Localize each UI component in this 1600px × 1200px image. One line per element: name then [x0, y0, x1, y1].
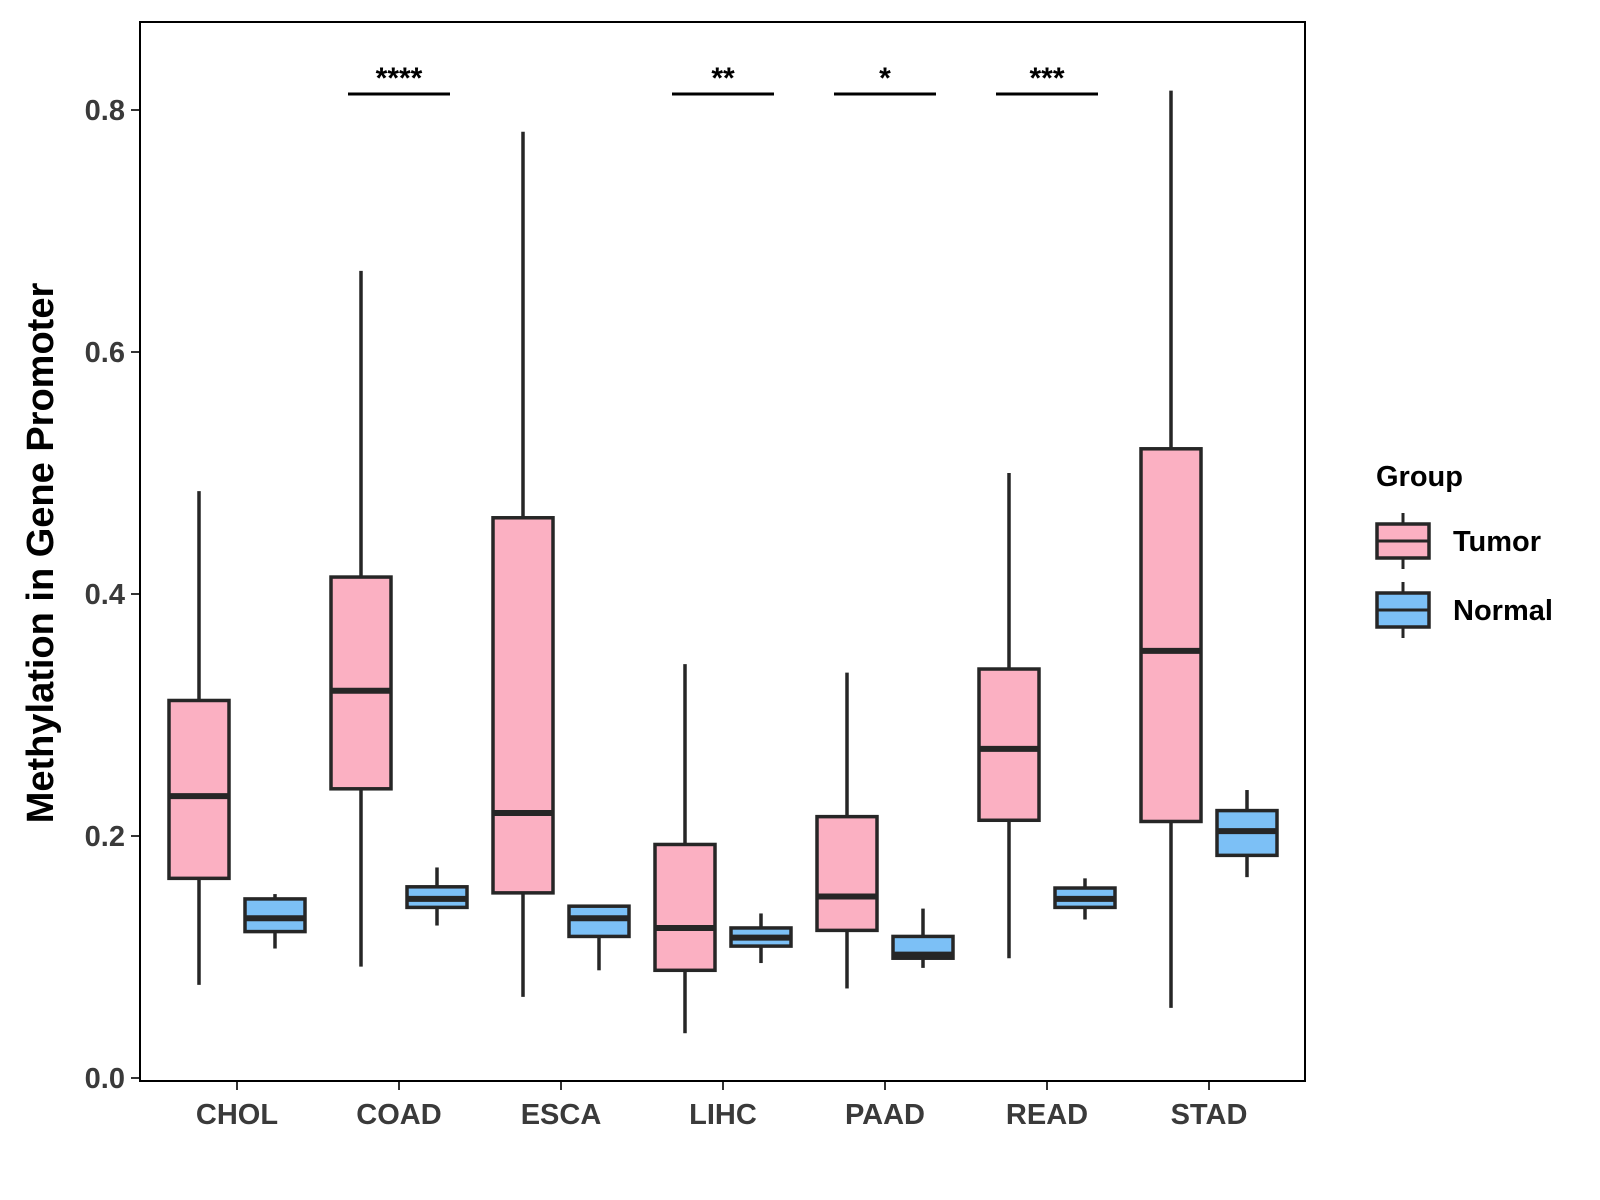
y-tick-label: 0.0 — [85, 1063, 125, 1095]
y-axis-title: Methylation in Gene Promoter — [20, 283, 62, 824]
x-tick-label: COAD — [356, 1099, 441, 1131]
significance-label-read: *** — [1029, 62, 1064, 95]
legend-label-tumor: Tumor — [1453, 526, 1541, 558]
legend-title: Group — [1376, 461, 1463, 493]
y-tick-label: 0.8 — [85, 95, 125, 127]
legend: Group Tumor Normal — [1375, 461, 1553, 638]
tumor-box-read — [977, 667, 1041, 823]
x-tick-label: ESCA — [521, 1099, 602, 1131]
legend-label-normal: Normal — [1453, 595, 1553, 627]
significance-label-coad: **** — [376, 62, 423, 95]
significance-label-lihc: ** — [711, 62, 735, 95]
tumor-box-paad — [815, 814, 879, 933]
x-tick-label: READ — [1006, 1099, 1088, 1131]
x-tick-label: CHOL — [196, 1099, 278, 1131]
tumor-box-lihc — [653, 842, 717, 973]
x-tick-label: STAD — [1171, 1099, 1248, 1131]
y-tick-label: 0.6 — [85, 337, 125, 369]
tumor-box-chol — [167, 698, 231, 881]
significance-label-paad: * — [879, 62, 891, 95]
normal-box-chol — [243, 897, 307, 934]
y-tick-label: 0.4 — [85, 579, 125, 611]
tumor-box-stad — [1139, 447, 1203, 824]
normal-box-esca — [567, 904, 631, 939]
tumor-box-esca — [491, 516, 555, 895]
x-tick-label: PAAD — [845, 1099, 925, 1131]
tumor-box-coad — [329, 575, 393, 791]
plot-panel-border — [139, 21, 1306, 1082]
x-tick-label: LIHC — [689, 1099, 757, 1131]
y-tick-label: 0.2 — [85, 821, 125, 853]
